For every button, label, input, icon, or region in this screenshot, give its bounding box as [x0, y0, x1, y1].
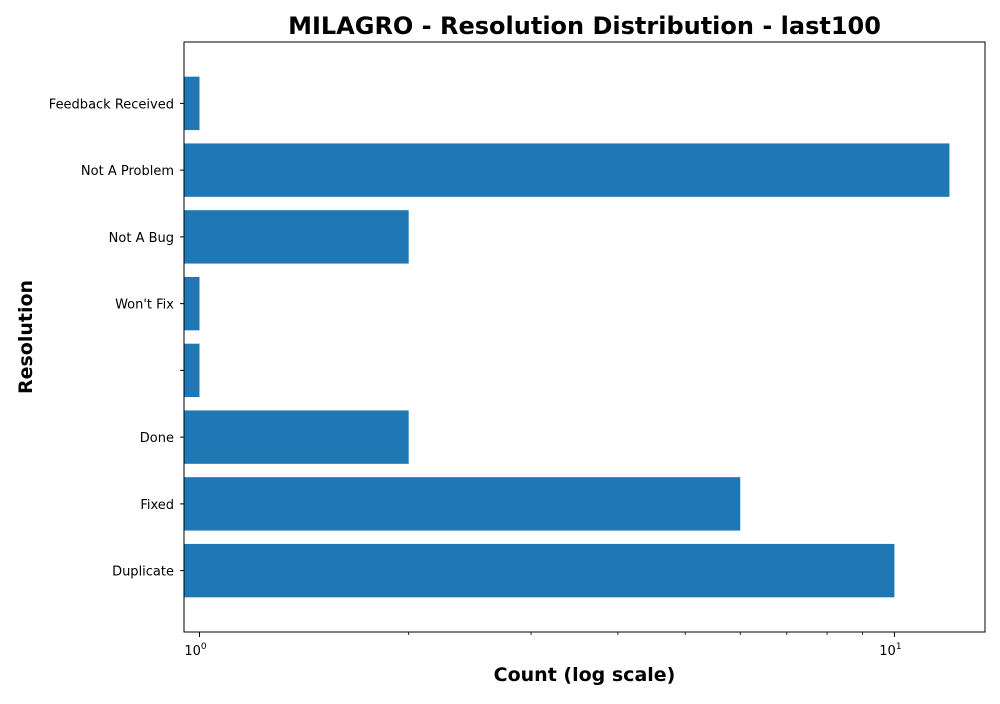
y-tick-label: Done [140, 431, 174, 446]
x-axis-label: Count (log scale) [494, 664, 676, 686]
y-tick-label: Feedback Received [49, 97, 174, 112]
x-tick-label: 100 [184, 642, 207, 659]
y-ticks-layer: Duplicate Fixed Done Won't Fix Not A Bug Not … [49, 97, 184, 580]
bar [184, 210, 409, 264]
bars-layer [184, 76, 950, 598]
x-ticks-layer: 100 101 [184, 632, 902, 659]
bar [184, 410, 409, 464]
x-tick-label: 101 [879, 642, 901, 659]
y-tick-label: Duplicate [112, 565, 174, 580]
y-tick-label: Not A Problem [81, 164, 174, 179]
bar [184, 543, 895, 598]
bar [184, 143, 950, 197]
y-tick-label: Not A Bug [109, 231, 174, 246]
y-tick-label: Fixed [140, 498, 174, 513]
chart-title: MILAGRO - Resolution Distribution - last… [288, 12, 881, 40]
bar [184, 76, 200, 131]
plot-frame [183, 41, 986, 633]
y-tick-label: Won't Fix [115, 298, 174, 313]
bar [184, 477, 741, 531]
bar [184, 276, 200, 331]
y-axis-label: Resolution [15, 280, 37, 394]
bar [184, 343, 200, 398]
